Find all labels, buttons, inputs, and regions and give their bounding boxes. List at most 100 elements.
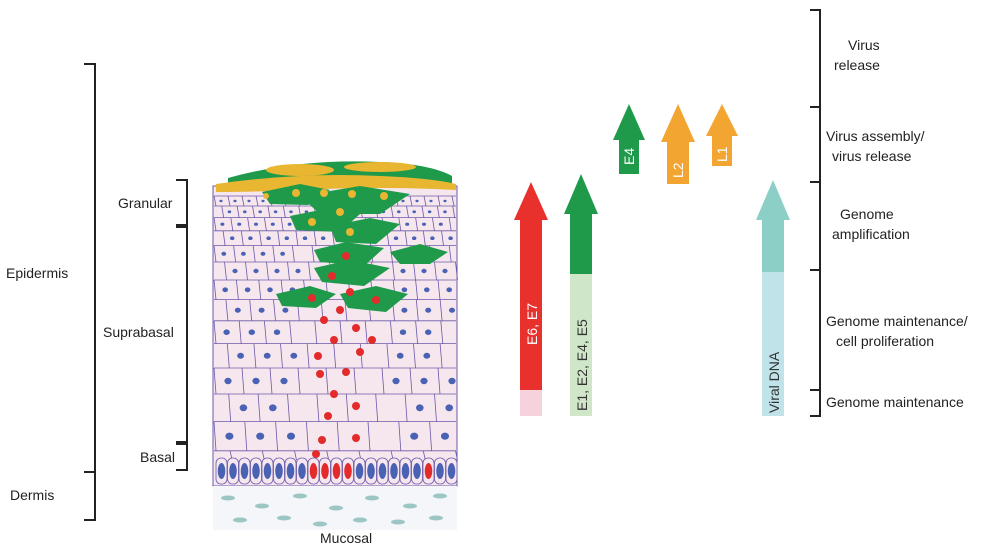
cell-border <box>331 230 335 246</box>
cell-border <box>390 205 394 218</box>
infected-basal-nucleus <box>309 463 318 479</box>
cell-border <box>359 343 363 369</box>
cell-border <box>386 343 390 369</box>
cell-nucleus <box>302 236 308 240</box>
cell-nucleus <box>448 236 453 240</box>
fibroblast <box>365 495 379 501</box>
cell-border <box>451 195 455 207</box>
cell-nucleus <box>248 236 253 240</box>
cell-nucleus <box>222 287 228 293</box>
cell-nucleus <box>256 432 265 440</box>
cell-nucleus <box>227 210 232 214</box>
cell-border <box>252 245 256 263</box>
cell-border <box>292 245 295 263</box>
cell-border <box>452 205 456 218</box>
shed-cell <box>344 162 416 172</box>
cell-nucleus <box>258 210 263 214</box>
cell-nucleus <box>410 432 419 440</box>
cell-nucleus <box>321 236 326 240</box>
cell-nucleus <box>400 268 406 274</box>
cell-border <box>241 195 245 207</box>
cell-border <box>455 261 458 281</box>
cell-border <box>245 261 248 281</box>
cell-nucleus <box>443 199 447 203</box>
cell-nucleus <box>253 268 259 274</box>
cell-border <box>316 393 320 422</box>
cell-nucleus <box>448 377 456 385</box>
cell-border <box>436 205 440 218</box>
arrow-e4: E4 <box>613 104 645 174</box>
cell-border <box>306 343 310 369</box>
cell-border <box>333 343 337 369</box>
cell-nucleus <box>282 307 289 313</box>
arrow-e6-e7: E6, E7 <box>514 182 548 416</box>
cell-nucleus <box>234 307 241 313</box>
cell-border <box>289 320 292 344</box>
cell-border <box>437 367 441 395</box>
cell-nucleus <box>441 432 449 440</box>
cell-nucleus <box>233 199 237 203</box>
cell-border <box>280 343 283 369</box>
basal-nucleus <box>355 463 364 479</box>
cell-border <box>413 261 416 281</box>
cell-nucleus <box>289 210 293 214</box>
basal-nucleus <box>240 463 249 479</box>
cell-border <box>225 299 229 321</box>
cell-nucleus <box>223 329 230 336</box>
cell-nucleus <box>230 236 235 240</box>
mucosal-label: Mucosal <box>320 530 372 546</box>
basal-nucleus <box>390 463 398 479</box>
basal-nucleus <box>217 463 226 479</box>
cell-border <box>423 195 427 207</box>
cell-nucleus <box>412 236 417 240</box>
l1-label: L1 <box>714 146 730 162</box>
cell-border <box>213 421 217 451</box>
cell-border <box>240 230 244 246</box>
cell-border <box>213 320 217 344</box>
cell-nucleus <box>420 377 428 385</box>
cell-nucleus <box>415 199 419 203</box>
cell-border <box>264 320 267 344</box>
cell-border <box>306 421 309 451</box>
cell-nucleus <box>422 222 426 226</box>
cell-border <box>275 421 278 451</box>
cell-border <box>439 343 443 369</box>
cell-border <box>233 245 236 263</box>
l2-label: L2 <box>670 162 686 178</box>
cell-border <box>432 217 435 231</box>
cell-nucleus <box>280 251 285 256</box>
cell-border <box>345 393 349 422</box>
cell-border <box>398 421 402 451</box>
cell-border <box>364 320 368 344</box>
basal-label: Basal <box>140 449 175 465</box>
infected-basal-nucleus <box>321 463 329 479</box>
cell-border <box>390 320 393 344</box>
cell-nucleus <box>423 352 431 359</box>
cell-border <box>282 205 286 218</box>
cell-border <box>339 320 343 344</box>
basal-nucleus <box>252 463 260 479</box>
cell-border <box>381 367 385 395</box>
cell-border <box>422 230 426 246</box>
cell-border <box>252 205 255 218</box>
cell-border <box>353 367 357 395</box>
cell-border <box>375 393 379 422</box>
dermis-bracket <box>84 471 96 521</box>
basal-nucleus <box>229 463 237 479</box>
cell-border <box>392 261 395 281</box>
cell-nucleus <box>244 287 251 293</box>
cell-border <box>409 195 413 207</box>
cell-nucleus <box>247 199 251 203</box>
cell-nucleus <box>280 377 288 385</box>
cell-border <box>227 195 231 207</box>
cell-nucleus <box>429 199 433 203</box>
cell-border <box>238 320 242 344</box>
shed-cells-layer <box>216 175 456 192</box>
cell-nucleus <box>438 222 443 226</box>
epidermis-bracket <box>84 63 96 473</box>
cell-nucleus <box>274 268 280 274</box>
cell-border <box>367 421 371 451</box>
cell-border <box>230 217 234 231</box>
fibroblast <box>255 503 269 509</box>
